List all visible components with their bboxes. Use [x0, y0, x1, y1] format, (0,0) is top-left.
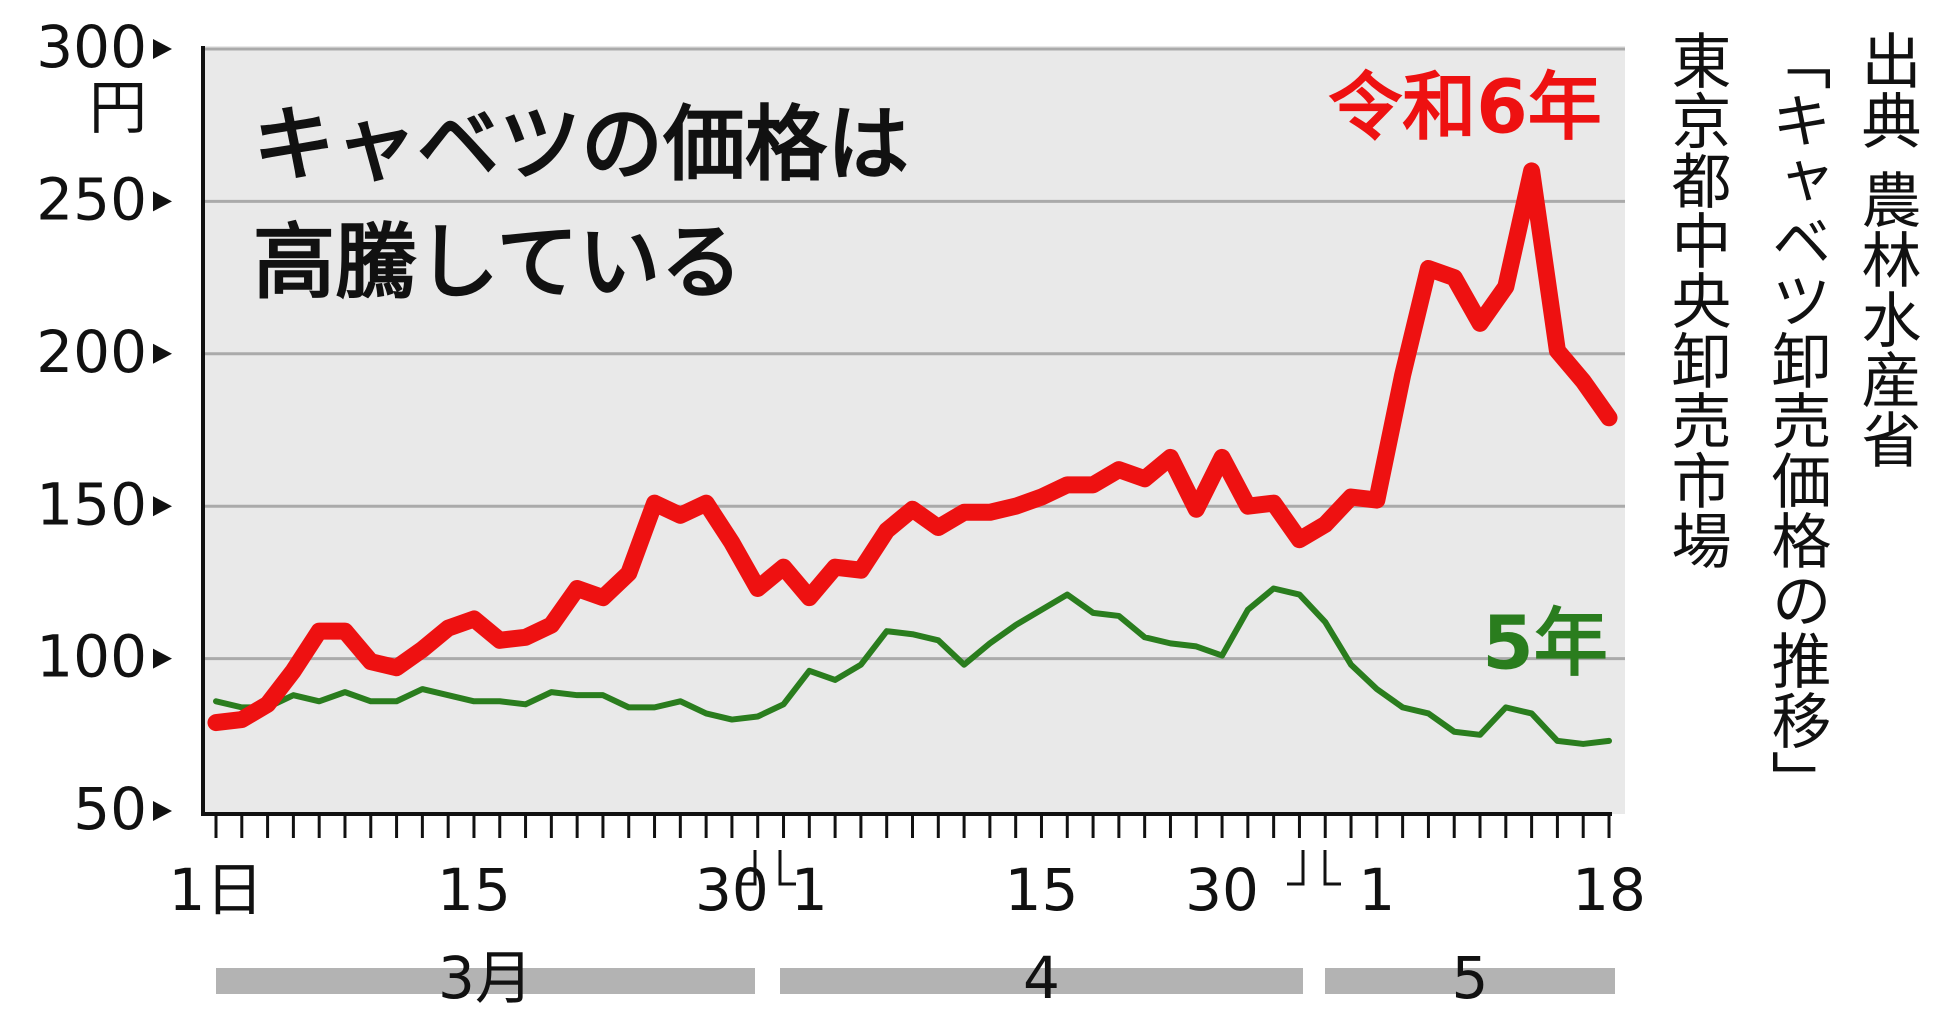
- y-tick-label: 150: [36, 470, 147, 538]
- chart-title: キャベツの価格は: [253, 97, 909, 192]
- y-tick-label: 100: [36, 623, 147, 691]
- month-bracket: [1287, 850, 1305, 886]
- month-bar: [216, 968, 755, 994]
- x-tick-label: 1: [791, 856, 828, 924]
- month-bar: [780, 968, 1303, 994]
- y-tick-label: 300: [36, 13, 147, 81]
- x-tick-label: 1日: [169, 856, 264, 924]
- series-label: 令和6年: [1328, 65, 1602, 151]
- y-axis-unit: 円: [89, 74, 147, 142]
- month-bracket: [739, 850, 757, 886]
- y-tick-arrow: [153, 801, 172, 821]
- x-tick-label: 18: [1572, 856, 1646, 924]
- x-tick-label: 30: [1185, 856, 1259, 924]
- month-label: 5: [1452, 944, 1489, 1012]
- y-tick-arrow: [153, 39, 172, 59]
- month-bracket: [1323, 850, 1341, 886]
- month-label: 4: [1023, 944, 1060, 1012]
- x-tick-label: 15: [437, 856, 511, 924]
- y-tick-arrow: [153, 496, 172, 517]
- x-tick-label: 1: [1358, 856, 1395, 924]
- series-label: 5年: [1482, 601, 1608, 687]
- y-tick-arrow: [153, 191, 172, 212]
- y-tick-label: 250: [36, 166, 147, 234]
- series-line: [207, 162, 1618, 732]
- x-tick-label: 15: [1005, 856, 1079, 924]
- y-tick-arrow: [153, 343, 172, 364]
- y-tick-label: 200: [36, 318, 147, 386]
- series-line: [213, 585, 1612, 747]
- chart-title: 高騰している: [253, 215, 743, 310]
- x-tick-label: 30: [695, 856, 769, 924]
- y-tick-label: 50: [73, 775, 147, 843]
- y-tick-arrow: [153, 648, 172, 669]
- source: 東京都中央卸売市場: [1661, 30, 1731, 570]
- month-label: 3月: [438, 944, 533, 1012]
- source: 「キャベツ卸売価格の推移」: [1761, 30, 1831, 810]
- source: 出典 農林水産省: [1851, 30, 1921, 470]
- month-bracket: [778, 850, 796, 886]
- month-bar: [1325, 968, 1615, 994]
